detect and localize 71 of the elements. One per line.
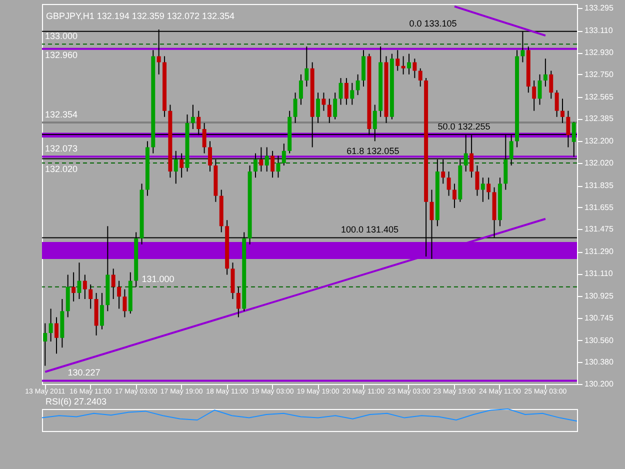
candlestick [54,316,58,354]
candlestick [356,74,360,96]
candlestick [446,171,451,196]
candlestick [77,262,82,300]
y-tick-label: 132.385 [584,114,614,124]
ref-line-label: 132.073 [45,144,78,154]
candlestick [48,308,53,342]
y-tick-label: 132.020 [584,158,614,168]
candlestick [82,274,87,300]
ref-line-label: 0.0 133.105 [409,18,457,28]
candlestick [122,288,127,318]
candlestick [88,284,93,310]
candlestick [480,177,485,202]
y-tick-label: 133.110 [584,26,614,36]
ref-line-label: 130.227 [68,368,100,378]
candlestick [549,70,554,100]
candlestick [412,58,417,79]
candlestick [486,177,491,200]
candlestick [396,50,400,72]
y-tick-label: 131.475 [584,224,614,234]
y-tick-label: 131.110 [584,269,614,278]
candlestick [554,90,559,118]
ref-line-label: 50.0 132.255 [438,122,490,132]
candlestick [236,286,240,318]
candlestick [350,82,354,106]
candlestick [333,92,338,120]
candlestick [293,92,298,124]
y-tick-label: 130.200 [584,380,614,388]
candlestick [560,98,564,124]
y-tick-label: 130.925 [584,291,614,300]
candlestick [72,272,76,302]
candlestick [538,74,542,106]
candlestick [338,78,343,106]
y-tick-label: 130.380 [584,358,614,367]
text: GBPJPY,H1 132.194 132.359 132.072 132.354 [46,11,234,21]
y-tick-label: 132.930 [584,48,614,58]
ref-line-label: 131.000 [142,274,174,284]
candlestick [316,92,320,124]
y-tick-label: 131.835 [584,181,614,190]
candlestick [543,58,548,88]
ref-line-label: 133.000 [45,31,78,42]
y-tick-label: 130.560 [584,336,614,345]
y-tick-label: 132.750 [584,70,614,79]
candlestick [418,68,422,88]
y-tick-label: 132.565 [584,92,614,102]
chart-title: RSI(6) 27.2403 [46,396,107,406]
candlestick [100,292,104,330]
candlestick [407,53,411,75]
candlestick [327,98,332,124]
candlestick [475,164,480,196]
candlestick [117,280,122,310]
candlestick [452,183,456,208]
ref-line-label: 132.960 [45,50,78,60]
ref-line-label: 100.0 131.405 [340,224,399,235]
y-tick-label: 131.655 [584,202,614,212]
candlestick [401,56,406,75]
candlestick [344,78,348,106]
ref-line-label: 132.020 [45,164,78,174]
candlestick [298,74,303,106]
candlestick [532,80,536,112]
ref-line-label: 61.8 132.055 [346,146,400,156]
y-tick-label: 132.200 [584,136,614,146]
y-tick-label: 133.295 [584,4,614,13]
y-tick-label: 130.745 [584,313,614,322]
candlestick [190,104,195,130]
candlestick [322,92,326,112]
ref-line-label: 132.354 [45,109,78,120]
y-tick-label: 131.290 [584,247,614,256]
candlestick [304,46,309,88]
candlestick [43,322,48,366]
candlestick [111,268,116,300]
